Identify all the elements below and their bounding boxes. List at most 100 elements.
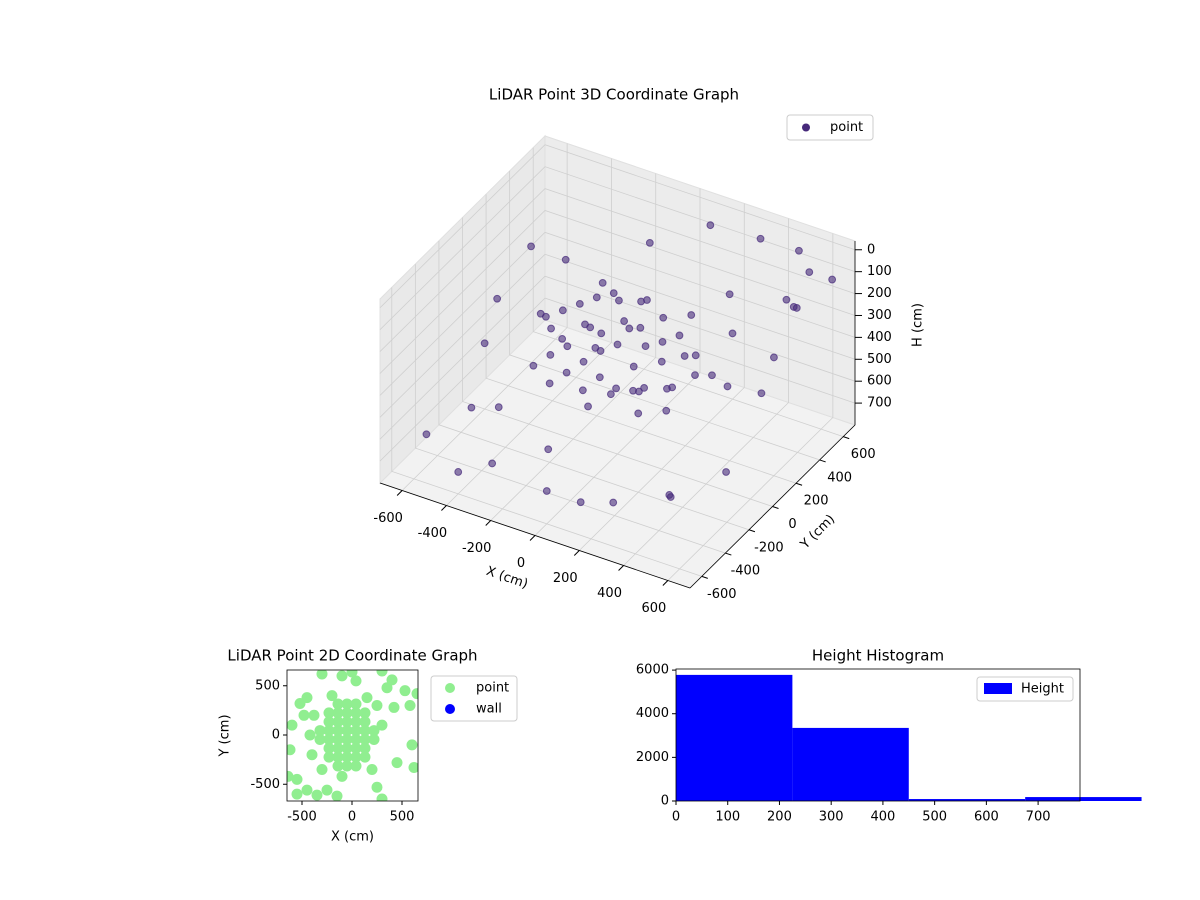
point bbox=[336, 670, 348, 682]
legend-marker bbox=[445, 704, 455, 714]
point bbox=[308, 709, 320, 721]
grid-line bbox=[401, 143, 568, 491]
grid-line bbox=[379, 166, 856, 330]
points bbox=[287, 670, 418, 801]
point bbox=[350, 707, 362, 719]
y-tick-label: 4000 bbox=[636, 706, 669, 721]
point bbox=[596, 347, 605, 355]
x-tick-label: -500 bbox=[287, 810, 317, 825]
point bbox=[640, 383, 649, 392]
grid-line bbox=[379, 231, 856, 396]
grid-line bbox=[379, 188, 856, 352]
legend-label: Height bbox=[1021, 682, 1064, 697]
x-tick bbox=[573, 550, 580, 556]
point bbox=[332, 760, 344, 772]
legend-marker bbox=[802, 123, 810, 132]
point bbox=[332, 742, 344, 754]
grid-line bbox=[379, 253, 856, 418]
z-tick-label: 500 bbox=[867, 352, 892, 367]
y-tick bbox=[795, 482, 803, 486]
point bbox=[336, 770, 348, 782]
grid-line bbox=[379, 275, 856, 440]
point bbox=[371, 699, 383, 711]
point bbox=[795, 246, 803, 255]
x-tick-label: 400 bbox=[871, 810, 896, 825]
point bbox=[527, 242, 535, 251]
point bbox=[606, 390, 615, 399]
point bbox=[592, 293, 601, 302]
point bbox=[341, 751, 353, 763]
points bbox=[422, 221, 837, 507]
point bbox=[359, 725, 371, 737]
point bbox=[609, 498, 618, 507]
point bbox=[494, 403, 503, 412]
x-tick-label: 300 bbox=[819, 810, 844, 825]
point bbox=[323, 742, 335, 754]
point bbox=[579, 357, 588, 366]
point bbox=[316, 763, 328, 775]
z-tick-label: 300 bbox=[867, 308, 892, 323]
point bbox=[636, 323, 645, 332]
point bbox=[291, 773, 303, 785]
point bbox=[663, 384, 671, 393]
bar bbox=[676, 674, 793, 801]
point bbox=[321, 784, 333, 796]
point bbox=[391, 757, 403, 769]
point bbox=[659, 313, 668, 322]
point bbox=[675, 331, 684, 340]
point bbox=[408, 762, 418, 774]
point bbox=[805, 268, 814, 277]
point bbox=[480, 339, 489, 348]
y-tick-label: -500 bbox=[250, 777, 280, 792]
point bbox=[789, 303, 798, 311]
grid-line bbox=[379, 297, 856, 462]
point bbox=[376, 793, 388, 801]
point bbox=[609, 289, 618, 298]
grid-line bbox=[490, 173, 657, 521]
point bbox=[341, 698, 353, 710]
legend-marker bbox=[445, 683, 455, 693]
point bbox=[558, 306, 567, 315]
z-axis-label: H (cm) bbox=[911, 303, 926, 347]
point bbox=[311, 789, 323, 801]
point bbox=[381, 682, 393, 694]
y-tick bbox=[843, 436, 850, 440]
point bbox=[828, 275, 837, 284]
y-tick-label: 0 bbox=[272, 728, 280, 743]
point bbox=[350, 698, 362, 710]
point bbox=[575, 299, 584, 308]
point bbox=[629, 362, 638, 371]
point bbox=[314, 725, 326, 737]
chart-title: LiDAR Point 2D Coordinate Graph bbox=[227, 647, 477, 665]
z-tick-label: 700 bbox=[867, 396, 892, 411]
point bbox=[546, 350, 555, 359]
x-tick-label: 400 bbox=[597, 586, 622, 601]
x-tick-label: 500 bbox=[390, 810, 415, 825]
grid-line bbox=[579, 203, 745, 551]
point bbox=[562, 368, 571, 377]
x-tick bbox=[485, 520, 492, 526]
chart-title: Height Histogram bbox=[812, 647, 944, 665]
point bbox=[350, 725, 362, 737]
point bbox=[332, 725, 344, 737]
grid-line bbox=[532, 147, 844, 438]
point bbox=[291, 788, 303, 800]
x-tick-label: 600 bbox=[974, 810, 999, 825]
point bbox=[359, 707, 371, 719]
point bbox=[350, 733, 362, 745]
point bbox=[708, 371, 716, 380]
point bbox=[488, 459, 497, 468]
point bbox=[301, 784, 313, 796]
point bbox=[406, 739, 418, 751]
point bbox=[341, 742, 353, 754]
x-axis-label: X (cm) bbox=[331, 830, 374, 845]
point bbox=[341, 733, 353, 745]
y-tick-label: 500 bbox=[255, 678, 280, 693]
point bbox=[422, 430, 431, 439]
point bbox=[332, 733, 344, 745]
legend-label: wall bbox=[476, 702, 502, 717]
point bbox=[341, 707, 353, 719]
point bbox=[613, 340, 622, 349]
point bbox=[782, 295, 791, 304]
